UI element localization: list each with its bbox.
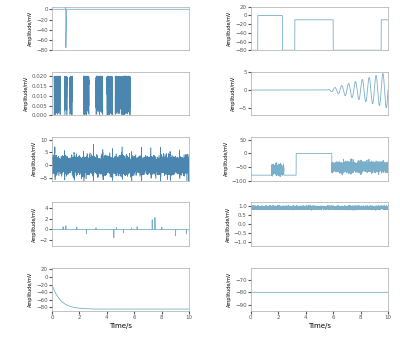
Y-axis label: Amplitude/mV: Amplitude/mV (224, 141, 229, 176)
X-axis label: Time/s: Time/s (308, 323, 331, 329)
Y-axis label: Amplitude/mV: Amplitude/mV (231, 76, 236, 111)
Y-axis label: Amplitude/mV: Amplitude/mV (227, 272, 232, 307)
Y-axis label: Amplitude/mV: Amplitude/mV (24, 76, 29, 111)
Y-axis label: Amplitude/mV: Amplitude/mV (28, 11, 34, 46)
Y-axis label: Amplitude/mV: Amplitude/mV (226, 207, 230, 242)
Y-axis label: Amplitude/mV: Amplitude/mV (32, 207, 37, 242)
Y-axis label: Amplitude/mV: Amplitude/mV (32, 141, 37, 176)
Y-axis label: Amplitude/mV: Amplitude/mV (227, 11, 232, 46)
X-axis label: Time/s: Time/s (109, 323, 132, 329)
Y-axis label: Amplitude/mV: Amplitude/mV (28, 272, 34, 307)
